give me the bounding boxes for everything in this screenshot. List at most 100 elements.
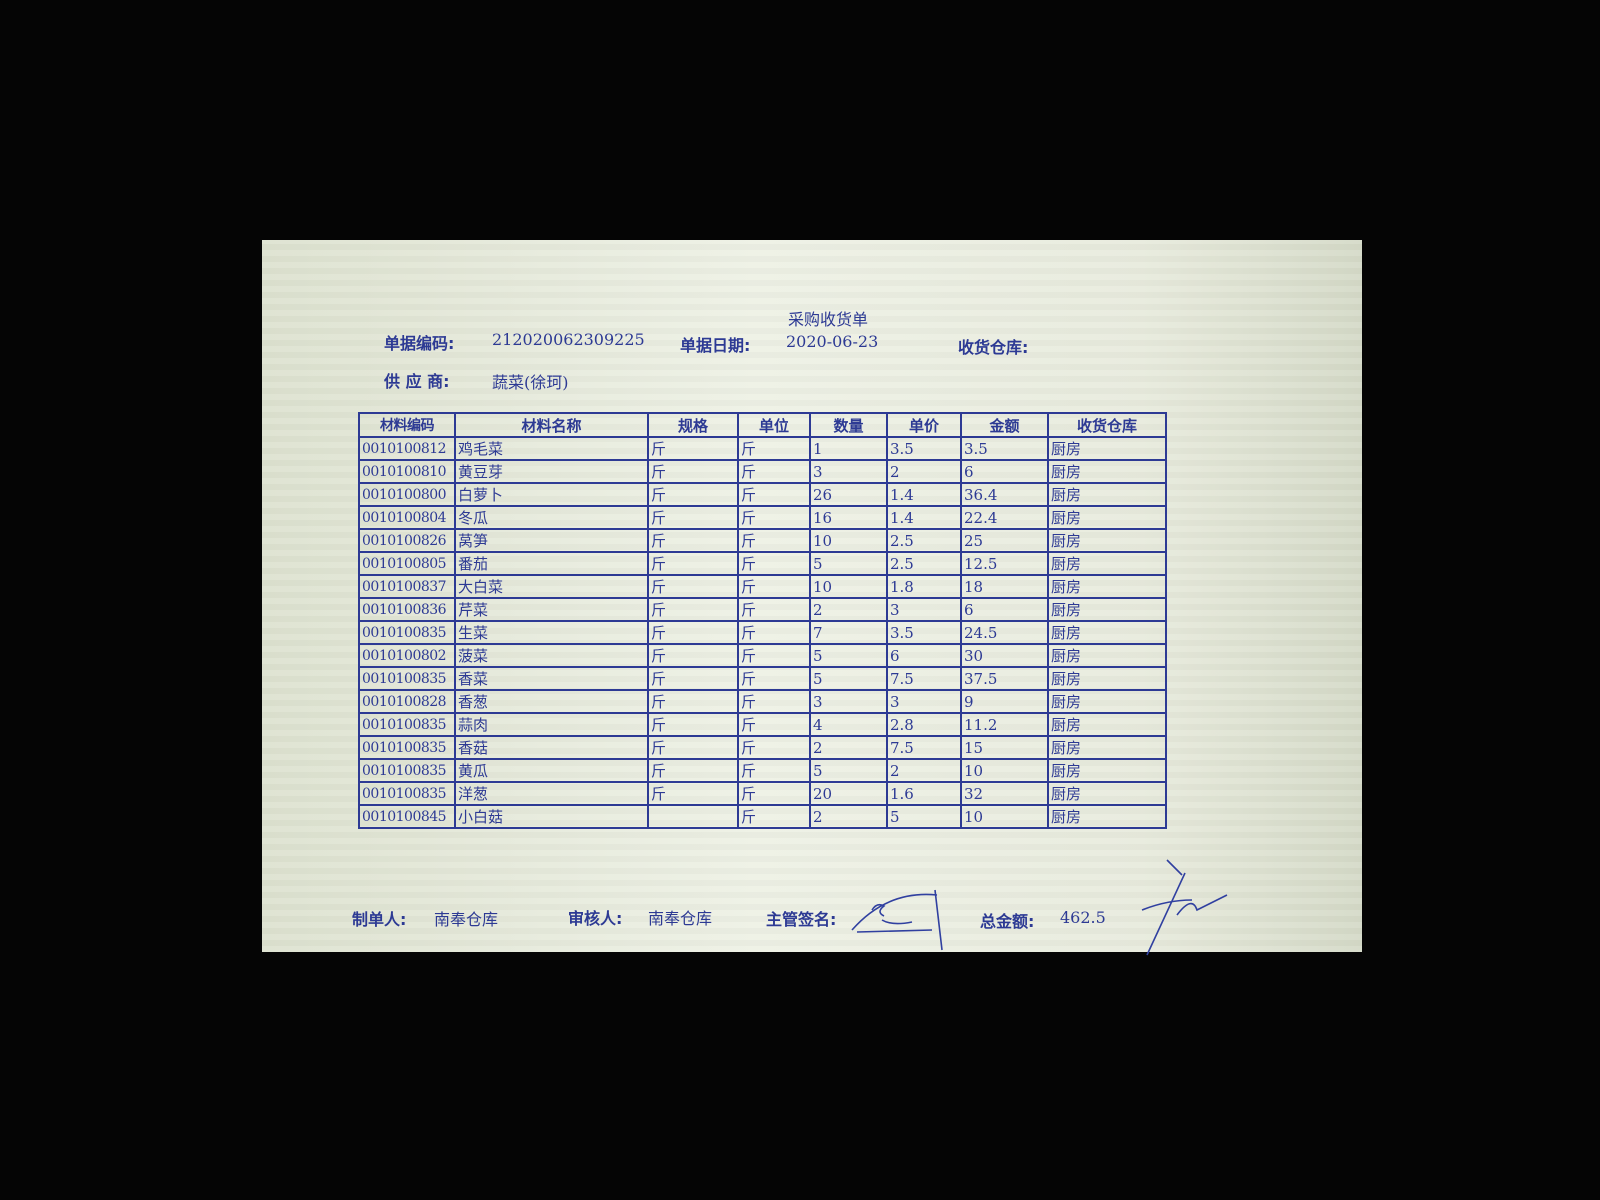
table-cell: 斤 — [737, 459, 811, 484]
table-cell: 大白菜 — [454, 574, 649, 599]
table-cell: 0010100810 — [358, 459, 456, 484]
table-cell: 厨房 — [1047, 735, 1167, 760]
table-cell: 2.5 — [886, 528, 962, 553]
table-cell: 斤 — [647, 758, 739, 783]
table-row: 0010100835 蒜肉斤斤 4 2.8 11.2 厨房 — [358, 712, 1167, 737]
table-cell: 厨房 — [1047, 620, 1167, 645]
table-row: 0010100826 莴笋斤斤 10 2.5 25 厨房 — [358, 528, 1167, 553]
supervisor-label: 主管签名: — [766, 910, 837, 929]
table-row: 0010100835 生菜斤斤 7 3.5 24.5 厨房 — [358, 620, 1167, 645]
table-row: 0010100812 鸡毛菜斤斤 1 3.5 3.5 厨房 — [358, 436, 1167, 461]
table-cell: 斤 — [647, 712, 739, 737]
table-cell: 鸡毛菜 — [454, 436, 649, 461]
table-cell: 0010100826 — [358, 528, 456, 553]
table-cell: 斤 — [737, 666, 811, 691]
table-cell: 斤 — [647, 597, 739, 622]
table-cell: 15 — [960, 735, 1049, 760]
table-cell: 5 — [809, 551, 888, 576]
table-cell: 2 — [809, 597, 888, 622]
table-cell: 5 — [809, 758, 888, 783]
table-row: 0010100835 香菜斤斤 5 7.5 37.5 厨房 — [358, 666, 1167, 691]
table-cell: 3.5 — [960, 436, 1049, 461]
table-cell: 斤 — [647, 551, 739, 576]
table-cell: 0010100835 — [358, 620, 456, 645]
table-cell: 斤 — [647, 620, 739, 645]
table-cell: 0010100835 — [358, 666, 456, 691]
table-cell: 2.8 — [886, 712, 962, 737]
table-cell: 厨房 — [1047, 689, 1167, 714]
table-cell: 斤 — [737, 689, 811, 714]
table-cell: 厨房 — [1047, 643, 1167, 668]
table-cell: 厨房 — [1047, 574, 1167, 599]
table-cell: 生菜 — [454, 620, 649, 645]
table-cell: 厨房 — [1047, 758, 1167, 783]
table-cell: 7 — [809, 620, 888, 645]
table-cell: 0010100804 — [358, 505, 456, 530]
supplier-label: 供 应 商: — [384, 372, 450, 391]
table-cell: 26 — [809, 482, 888, 507]
table-cell: 25 — [960, 528, 1049, 553]
table-cell: 0010100812 — [358, 436, 456, 461]
table-cell: 3.5 — [886, 620, 962, 645]
table-cell: 厨房 — [1047, 436, 1167, 461]
table-cell: 0010100828 — [358, 689, 456, 714]
table-cell: 菠菜 — [454, 643, 649, 668]
column-header: 数量 — [809, 412, 888, 438]
table-row: 0010100845 小白菇 斤 2 5 10 厨房 — [358, 804, 1167, 829]
table-cell: 厨房 — [1047, 712, 1167, 737]
table-cell: 斤 — [737, 758, 811, 783]
table-cell: 0010100835 — [358, 712, 456, 737]
table-cell: 3 — [886, 597, 962, 622]
table-cell: 黄豆芽 — [454, 459, 649, 484]
table-header-row: 材料编码 材料名称 规格 单位 数量 单价 金额 收货仓库 — [358, 412, 1167, 438]
table-cell: 斤 — [647, 689, 739, 714]
table-cell: 冬瓜 — [454, 505, 649, 530]
table-row: 0010100802 菠菜斤斤 5 6 30 厨房 — [358, 643, 1167, 668]
table-cell: 20 — [809, 781, 888, 806]
maker-label: 制单人: — [352, 910, 407, 929]
doc-no-label: 单据编码: — [384, 334, 455, 353]
table-cell: 厨房 — [1047, 597, 1167, 622]
table-cell: 32 — [960, 781, 1049, 806]
table-cell: 36.4 — [960, 482, 1049, 507]
table-cell: 10 — [960, 804, 1049, 829]
total-amount: 462.5 — [1060, 908, 1106, 927]
table-cell: 斤 — [737, 804, 811, 829]
table-row: 0010100810 黄豆芽斤斤 3 2 6 厨房 — [358, 459, 1167, 484]
table-cell: 3.5 — [886, 436, 962, 461]
table-cell: 厨房 — [1047, 551, 1167, 576]
table-cell: 厨房 — [1047, 505, 1167, 530]
table-cell: 12.5 — [960, 551, 1049, 576]
table-cell: 3 — [809, 689, 888, 714]
warehouse-label: 收货仓库: — [958, 338, 1029, 357]
table-cell: 0010100800 — [358, 482, 456, 507]
table-cell: 16 — [809, 505, 888, 530]
table-cell: 洋葱 — [454, 781, 649, 806]
table-cell: 厨房 — [1047, 459, 1167, 484]
table-cell: 0010100835 — [358, 735, 456, 760]
table-cell: 香菇 — [454, 735, 649, 760]
column-header: 材料名称 — [454, 412, 649, 438]
table-cell: 斤 — [737, 505, 811, 530]
table-row: 0010100837 大白菜斤斤 10 1.8 18 厨房 — [358, 574, 1167, 599]
table-cell: 0010100835 — [358, 781, 456, 806]
table-cell: 2 — [886, 459, 962, 484]
table-cell: 5 — [886, 804, 962, 829]
supplier: 蔬菜(徐珂) — [492, 373, 569, 392]
table-cell: 9 — [960, 689, 1049, 714]
table-cell: 0010100805 — [358, 551, 456, 576]
table-cell: 1 — [809, 436, 888, 461]
column-header: 金额 — [960, 412, 1049, 438]
table-cell: 番茄 — [454, 551, 649, 576]
table-cell: 黄瓜 — [454, 758, 649, 783]
column-header: 收货仓库 — [1047, 412, 1167, 438]
table-row: 0010100835 香菇斤斤 2 7.5 15 厨房 — [358, 735, 1167, 760]
table-cell: 莴笋 — [454, 528, 649, 553]
table-cell: 厨房 — [1047, 666, 1167, 691]
table-cell: 24.5 — [960, 620, 1049, 645]
table-cell: 5 — [809, 643, 888, 668]
table-cell: 斤 — [737, 597, 811, 622]
column-header: 单价 — [886, 412, 962, 438]
table-cell: 10 — [960, 758, 1049, 783]
table-row: 0010100835 黄瓜斤斤 5 2 10 厨房 — [358, 758, 1167, 783]
